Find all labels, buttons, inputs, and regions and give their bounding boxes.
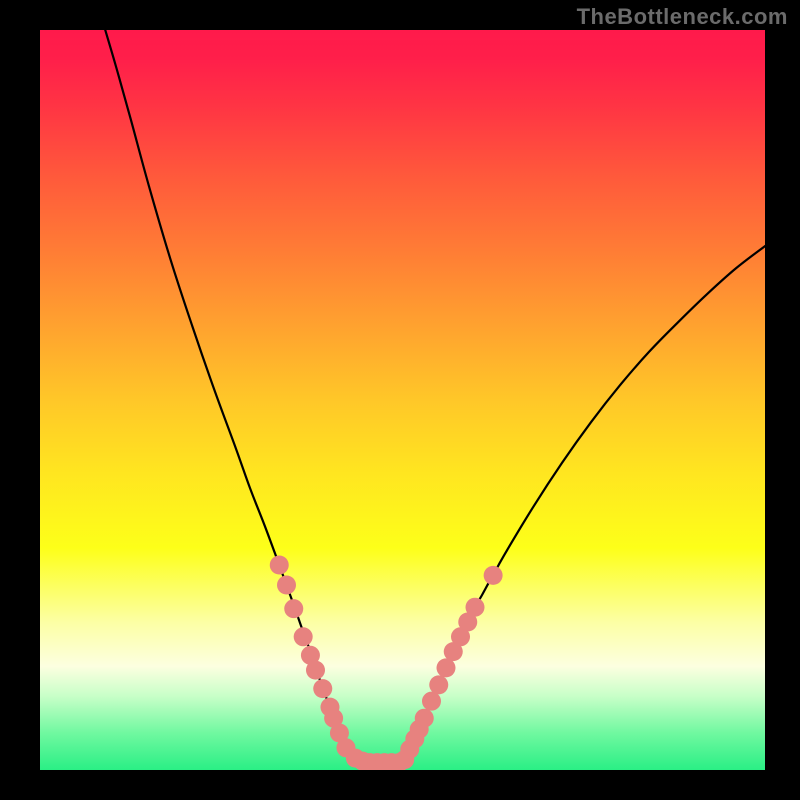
data-marker [306, 661, 325, 680]
data-marker [437, 658, 456, 677]
data-marker [466, 598, 485, 617]
bottleneck-chart [0, 0, 800, 800]
data-marker [415, 709, 434, 728]
data-marker [277, 576, 296, 595]
data-marker [422, 692, 441, 711]
data-marker [294, 627, 313, 646]
data-marker [484, 566, 503, 585]
data-marker [284, 599, 303, 618]
data-marker [429, 675, 448, 694]
plot-area [40, 30, 765, 770]
chart-container: TheBottleneck.com [0, 0, 800, 800]
data-marker [270, 556, 289, 575]
data-marker [313, 679, 332, 698]
watermark-label: TheBottleneck.com [577, 4, 788, 30]
